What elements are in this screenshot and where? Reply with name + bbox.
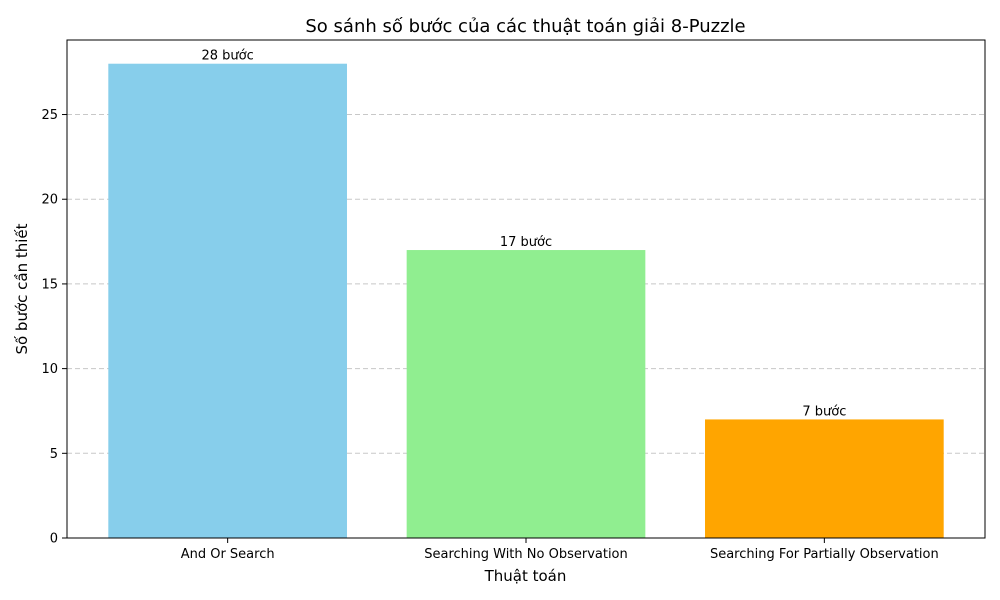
data-labels: 28 bước 17 bước 7 bước (202, 49, 847, 420)
x-tick-label-1: And Or Search (181, 547, 275, 562)
y-tick-label: 10 (41, 362, 58, 377)
y-axis-label: Số bước cần thiết (13, 223, 31, 354)
axes: And Or Search Searching With No Observati… (41, 39, 986, 562)
bar-2 (406, 250, 646, 538)
chart-title: So sánh số bước của các thuật toán giải … (305, 16, 745, 37)
y-tick-label: 25 (41, 108, 58, 123)
plot-frame (66, 39, 986, 539)
y-tick-label: 15 (41, 277, 58, 292)
y-tick-label: 20 (41, 193, 58, 208)
bar-3 (705, 419, 944, 538)
data-label-2: 17 bước (500, 235, 552, 250)
x-axis-label: Thuật toán (484, 567, 567, 585)
bars (108, 63, 944, 538)
data-label-1: 28 bước (202, 49, 254, 64)
bar-1 (108, 63, 347, 538)
data-label-3: 7 bước (802, 404, 846, 419)
x-tick-label-3: Searching For Partially Observation (710, 547, 939, 562)
y-tick-label: 0 (50, 532, 58, 547)
x-tick-label-2: Searching With No Observation (424, 547, 628, 562)
y-tick-label: 5 (50, 447, 58, 462)
